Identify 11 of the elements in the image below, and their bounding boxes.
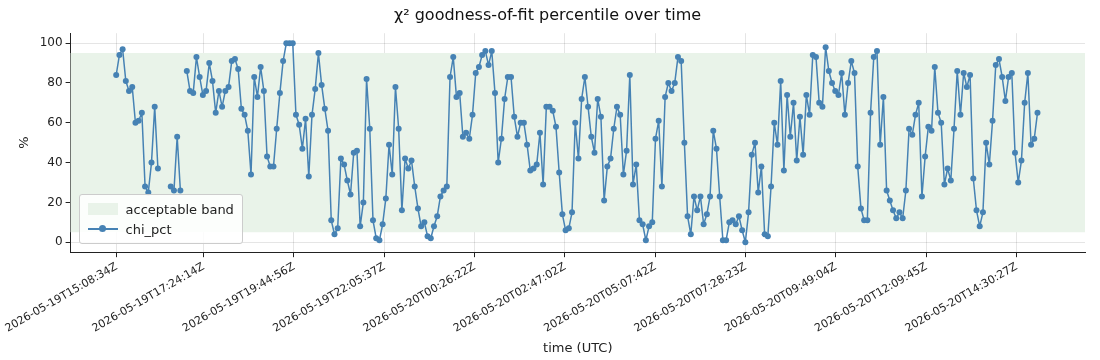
y-tick-label: 60 [47,114,63,129]
y-tick-label: 40 [47,154,63,169]
band-label: acceptable band [125,201,234,217]
chart-title: χ² goodness-of-fit percentile over time [393,4,702,24]
y-tick-label: 80 [47,75,63,90]
y-tick-label: 100 [39,35,63,50]
x-axis-title: time (UTC) [543,339,613,355]
legend-label: chi_pct [125,221,172,237]
y-axis-title: % [16,136,32,149]
y-tick-label: 0 [54,234,63,249]
y-tick-label: 20 [47,194,63,209]
